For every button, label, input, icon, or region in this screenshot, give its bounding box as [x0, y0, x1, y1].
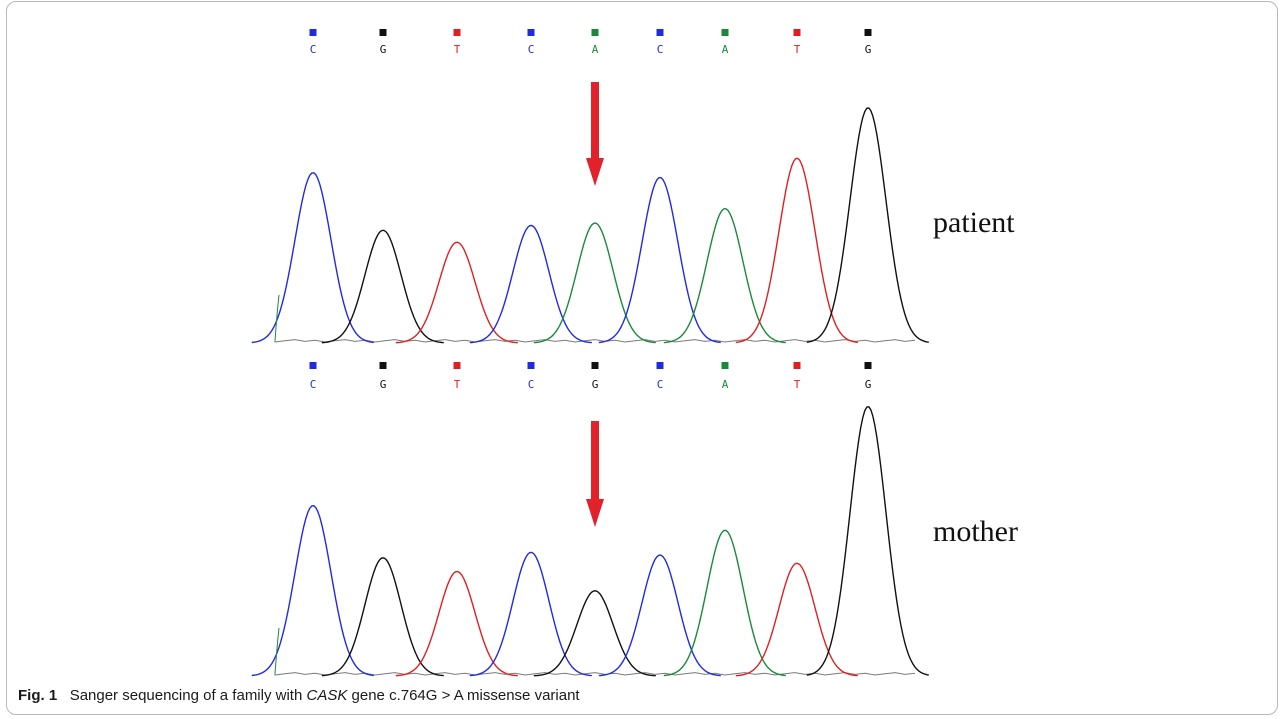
peak-C-6: [598, 176, 721, 344]
base-call-4: C: [528, 378, 535, 391]
base-call-2: G: [380, 378, 387, 391]
sample-label-mother: mother: [933, 515, 1018, 548]
base-marker: [527, 29, 535, 36]
base-marker: [793, 362, 801, 369]
base-marker: [864, 362, 872, 369]
base-marker: [309, 29, 317, 36]
base-call-3: T: [454, 378, 461, 391]
peak-A-7: [663, 207, 786, 344]
sample-label-patient: patient: [933, 206, 1015, 239]
base-marker: [527, 362, 535, 369]
peak-T-8: [735, 562, 858, 677]
peak-C-4: [469, 551, 592, 677]
base-call-9: G: [865, 43, 872, 56]
base-call-1: C: [310, 378, 317, 391]
variant-arrowhead: [586, 499, 604, 527]
base-call-6: C: [657, 43, 664, 56]
peak-G-2: [321, 557, 444, 677]
edge-trace: [274, 627, 280, 675]
peak-T-3: [395, 570, 518, 677]
figure-caption: Fig. 1 Sanger sequencing of a family wit…: [18, 684, 580, 708]
base-call-5: G: [592, 378, 599, 391]
peak-G-9: [806, 406, 929, 676]
peak-A-5: [533, 222, 656, 344]
base-call-7: A: [722, 378, 729, 391]
variant-arrowhead: [586, 158, 604, 186]
base-marker: [793, 29, 801, 36]
peak-C-1: [251, 504, 374, 677]
base-call-4: C: [528, 43, 535, 56]
base-marker: [656, 29, 664, 36]
variant-arrow: [591, 421, 599, 501]
caption-pre: Sanger sequencing of a family with: [69, 687, 303, 704]
peak-C-4: [469, 224, 592, 344]
peak-G-9: [806, 107, 929, 343]
base-marker: [721, 29, 729, 36]
base-marker: [453, 362, 461, 369]
base-call-2: G: [380, 43, 387, 56]
caption-post: gene c.764G > A missense variant: [351, 687, 580, 704]
base-call-8: T: [794, 43, 801, 56]
base-call-6: C: [657, 378, 664, 391]
base-call-8: T: [794, 378, 801, 391]
peak-G-2: [321, 229, 444, 344]
peak-C-6: [598, 554, 721, 677]
base-call-9: G: [865, 378, 872, 391]
peak-T-3: [395, 241, 518, 344]
base-marker: [379, 362, 387, 369]
base-marker: [591, 362, 599, 369]
base-call-5: A: [592, 43, 599, 56]
base-call-7: A: [722, 43, 729, 56]
edge-trace: [274, 294, 280, 342]
base-marker: [379, 29, 387, 36]
caption-label: Fig. 1: [18, 687, 58, 704]
base-marker: [656, 362, 664, 369]
base-marker: [864, 29, 872, 36]
peak-A-7: [663, 529, 786, 677]
peak-C-1: [251, 172, 374, 344]
caption-gene: CASK: [306, 687, 348, 704]
base-call-3: T: [454, 43, 461, 56]
base-marker: [721, 362, 729, 369]
base-marker: [453, 29, 461, 36]
figure-frame: [6, 1, 1278, 715]
base-marker: [591, 29, 599, 36]
variant-arrow: [591, 82, 599, 160]
base-call-1: C: [310, 43, 317, 56]
base-marker: [309, 362, 317, 369]
peak-T-8: [735, 157, 858, 344]
peak-G-5: [533, 590, 656, 677]
